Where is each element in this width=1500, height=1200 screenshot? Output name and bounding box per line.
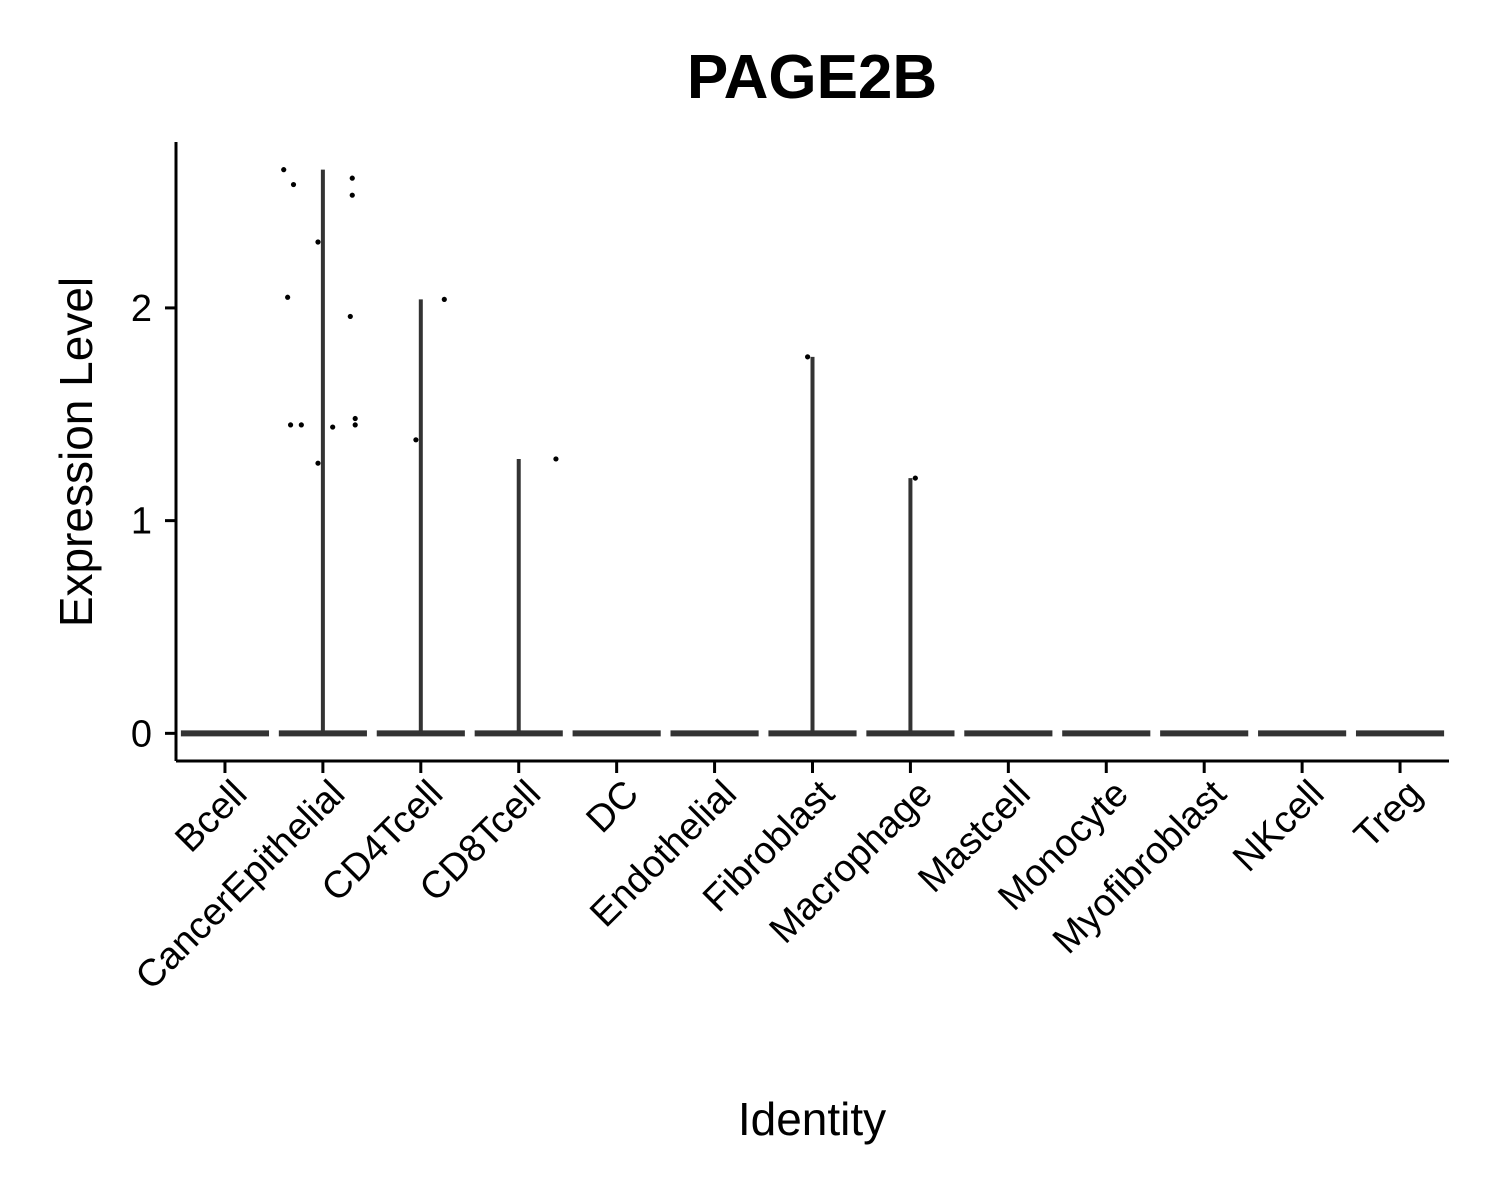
x-tick-label: Treg (1346, 773, 1430, 857)
x-tick-label: NKcell (1225, 773, 1332, 880)
data-point (287, 422, 294, 428)
data-point (330, 424, 336, 430)
data-point (298, 422, 304, 428)
data-point (352, 415, 358, 422)
x-tick-label: DC (579, 773, 648, 842)
data-point (912, 475, 918, 481)
x-axis-title: Identity (738, 1093, 886, 1145)
data-point (805, 354, 811, 360)
chart-title: PAGE2B (687, 43, 937, 112)
y-tick-label: 1 (131, 501, 152, 543)
data-point (315, 460, 321, 466)
data-point (315, 239, 321, 245)
data-point (352, 422, 358, 428)
plot-area (180, 167, 1445, 737)
y-tick-label: 0 (131, 713, 152, 755)
y-axis-ticks: 0 1 2 (131, 288, 176, 755)
data-point (349, 192, 355, 198)
data-point (281, 167, 287, 173)
x-tick-label: Myofibroblast (1045, 772, 1235, 962)
data-point (285, 294, 291, 300)
data-point (441, 296, 447, 303)
data-point (349, 175, 355, 181)
data-point (347, 313, 353, 320)
data-point (290, 181, 297, 188)
y-tick-label: 2 (131, 288, 152, 330)
data-point (553, 456, 559, 462)
x-tick-label: Bcell (167, 773, 255, 861)
y-axis-title: Expression Level (50, 277, 102, 627)
data-point (413, 437, 419, 443)
